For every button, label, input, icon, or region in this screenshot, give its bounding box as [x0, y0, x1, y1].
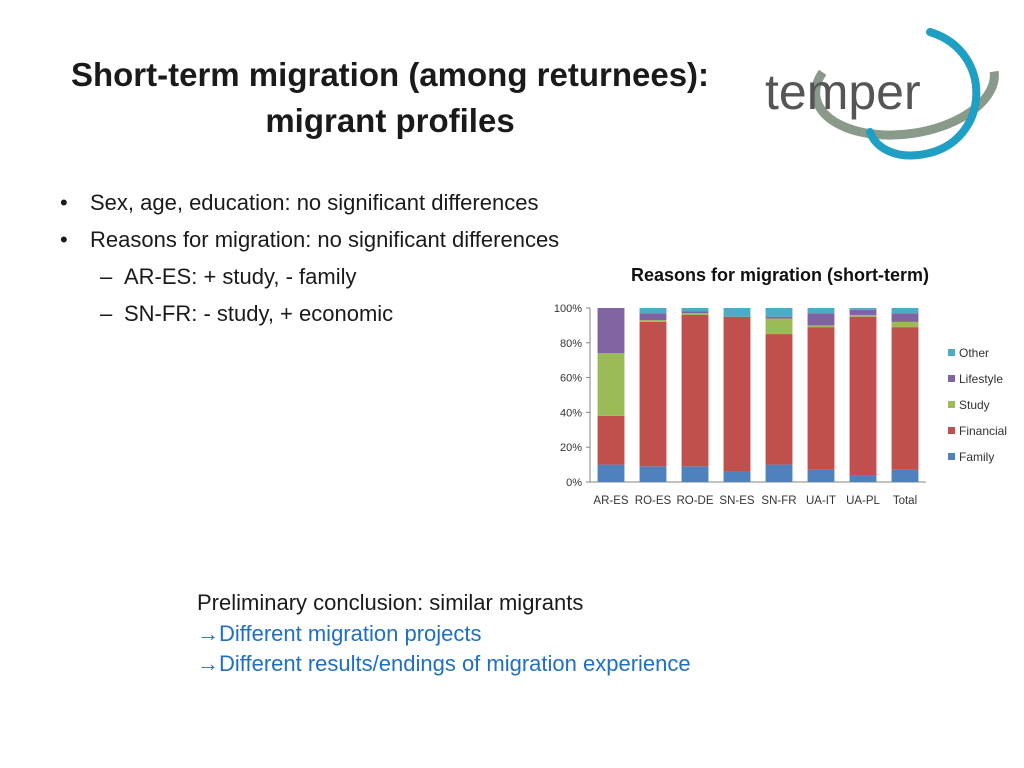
logo-text: temper [765, 64, 921, 120]
bullet-item: Reasons for migration: no significant di… [60, 221, 559, 258]
bar-segment-lifestyle [807, 313, 835, 326]
y-tick-label: 0% [566, 477, 582, 489]
bar-segment-family [891, 469, 919, 482]
conclusion-block: Preliminary conclusion: similar migrants… [197, 588, 691, 680]
x-tick-label: Total [893, 495, 917, 507]
bar-segment-lifestyle [891, 313, 919, 322]
slide-title-line-2: migrant profiles [265, 102, 515, 139]
bar-segment-financial [723, 316, 751, 472]
bar-segment-study [597, 353, 625, 416]
legend-label: Study [959, 398, 990, 412]
y-tick-label: 20% [560, 442, 582, 454]
bar-segment-other [765, 308, 793, 317]
bar-segment-financial [639, 321, 667, 467]
bar-segment-study [807, 325, 835, 328]
x-tick-label: UA-IT [806, 495, 836, 507]
bar-segment-financial [681, 314, 709, 467]
arrow-right-icon: → [197, 651, 219, 676]
bar-segment-lifestyle [639, 313, 667, 321]
y-tick-label: 100% [554, 303, 582, 315]
x-tick-label: AR-ES [593, 495, 628, 507]
y-tick-label: 60% [560, 373, 582, 385]
legend-label: Financial [959, 424, 1007, 438]
legend-swatch [948, 349, 955, 356]
x-tick-label: UA-PL [846, 495, 880, 507]
bar-segment-study [891, 321, 919, 328]
legend-label: Lifestyle [959, 372, 1003, 386]
bar-segment-other [681, 308, 709, 312]
conclusion-line: →Different migration projects [197, 619, 691, 650]
bar-segment-study [639, 320, 667, 322]
logo-teal-swoosh [866, 28, 981, 160]
x-tick-label: RO-ES [635, 495, 672, 507]
y-tick-label: 40% [560, 407, 582, 419]
legend-swatch [948, 375, 955, 382]
bar-segment-financial [807, 327, 835, 470]
bar-segment-lifestyle [681, 311, 709, 314]
legend-swatch [948, 453, 955, 460]
bar-segment-financial [849, 316, 877, 476]
bar-segment-other [849, 308, 877, 310]
legend-swatch [948, 401, 955, 408]
bar-segment-lifestyle [597, 308, 625, 354]
x-tick-label: SN-FR [761, 495, 796, 507]
slide-title: Short-term migration (among returnees): … [40, 52, 740, 144]
bar-segment-financial [765, 334, 793, 465]
sub-bullet-item: SN-FR: - study, + economic [60, 295, 559, 332]
bar-segment-lifestyle [849, 309, 877, 315]
bar-segment-other [891, 308, 919, 314]
bullet-item: Sex, age, education: no significant diff… [60, 184, 559, 221]
bullet-list: Sex, age, education: no significant diff… [60, 184, 559, 332]
bar-segment-other [723, 308, 751, 317]
bar-segment-family [849, 475, 877, 482]
conclusion-intro: Preliminary conclusion: similar migrants [197, 590, 584, 615]
sub-bullet-item: AR-ES: + study, - family [60, 258, 559, 295]
logo-gray-swoosh [811, 28, 999, 140]
legend-label: Other [959, 346, 989, 360]
y-tick-label: 80% [560, 338, 582, 350]
bar-segment-family [723, 471, 751, 482]
bar-segment-study [681, 313, 709, 315]
bar-segment-family [807, 469, 835, 482]
bar-segment-lifestyle [765, 316, 793, 319]
bar-segment-financial [891, 327, 919, 470]
x-tick-label: SN-ES [719, 495, 754, 507]
conclusion-line: →Different results/endings of migration … [197, 649, 691, 680]
conclusion-line-text: Different migration projects [219, 620, 482, 646]
conclusion-line-text: Different results/endings of migration e… [219, 651, 691, 676]
bar-segment-financial [597, 415, 625, 465]
bar-segment-study [849, 314, 877, 317]
slide-title-line-1: Short-term migration (among returnees): [70, 56, 710, 93]
bar-segment-other [639, 308, 667, 314]
legend-swatch [948, 427, 955, 434]
legend-label: Family [959, 450, 994, 464]
x-tick-label: RO-DE [676, 495, 713, 507]
temper-logo: temper [765, 28, 999, 160]
bar-segment-family [597, 464, 625, 482]
arrow-right-icon: → [197, 620, 219, 646]
chart-title: Reasons for migration (short-term) [630, 265, 930, 285]
bar-segment-study [765, 318, 793, 335]
bar-segment-family [639, 466, 667, 482]
bar-segment-family [681, 466, 709, 482]
bar-segment-other [807, 308, 835, 314]
bar-segment-family [765, 464, 793, 482]
stacked-bar-chart: 0% 20% 40% 60% 80% 100% AR-ES RO-ES RO-DE SN-ES SN… [554, 303, 1007, 507]
